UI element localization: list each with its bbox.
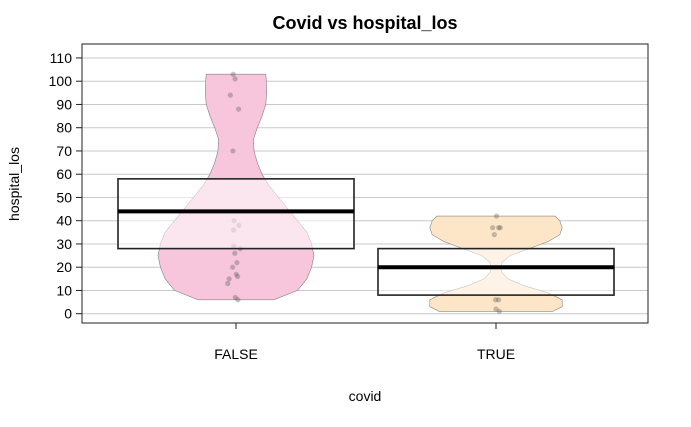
y-tick-label: 110 xyxy=(50,50,73,66)
y-tick-label: 90 xyxy=(56,96,72,112)
data-points xyxy=(225,71,503,314)
data-point xyxy=(234,259,240,266)
y-tick-label: 30 xyxy=(56,236,72,252)
data-point xyxy=(493,306,499,312)
y-tick-label: 10 xyxy=(56,282,72,298)
data-point xyxy=(491,232,497,238)
x-tick-label: TRUE xyxy=(477,346,515,362)
data-point xyxy=(232,294,238,301)
ci-box-false xyxy=(117,178,355,250)
data-point xyxy=(490,225,496,231)
x-axis-label: covid xyxy=(349,388,382,404)
x-axis: FALSE TRUE xyxy=(214,323,515,362)
data-point xyxy=(230,148,236,154)
y-tick-label: 80 xyxy=(56,120,72,136)
y-tick-label: 60 xyxy=(56,166,72,182)
x-tick-label: FALSE xyxy=(214,346,258,362)
data-point xyxy=(235,297,241,303)
y-tick-label: 50 xyxy=(56,189,72,205)
data-point xyxy=(495,225,502,231)
data-point xyxy=(492,297,499,303)
y-axis: 0 10 20 30 40 50 60 70 80 90 100 110 xyxy=(49,44,83,323)
data-point xyxy=(225,280,231,287)
chart-title: Covid vs hospital_los xyxy=(272,13,457,33)
y-axis-label: hospital_los xyxy=(6,147,22,221)
data-point xyxy=(227,92,233,98)
data-point xyxy=(496,308,502,314)
y-tick-label: 20 xyxy=(56,259,72,275)
ci-boxes xyxy=(117,178,615,296)
data-point xyxy=(230,264,236,270)
data-point xyxy=(495,297,502,303)
y-tick-label: 100 xyxy=(49,73,73,89)
mean-lines xyxy=(118,209,614,270)
data-point xyxy=(235,106,242,112)
ci-box-true xyxy=(377,247,615,296)
y-tick-label: 70 xyxy=(56,143,72,159)
data-point xyxy=(233,271,239,277)
data-point xyxy=(497,225,503,231)
data-point xyxy=(232,250,238,256)
data-point xyxy=(493,213,500,219)
data-point xyxy=(230,71,236,77)
y-tick-label: 40 xyxy=(56,213,72,229)
y-tick-label: 0 xyxy=(64,306,72,322)
data-point xyxy=(232,76,238,82)
data-point xyxy=(235,273,241,280)
data-point xyxy=(226,276,232,282)
